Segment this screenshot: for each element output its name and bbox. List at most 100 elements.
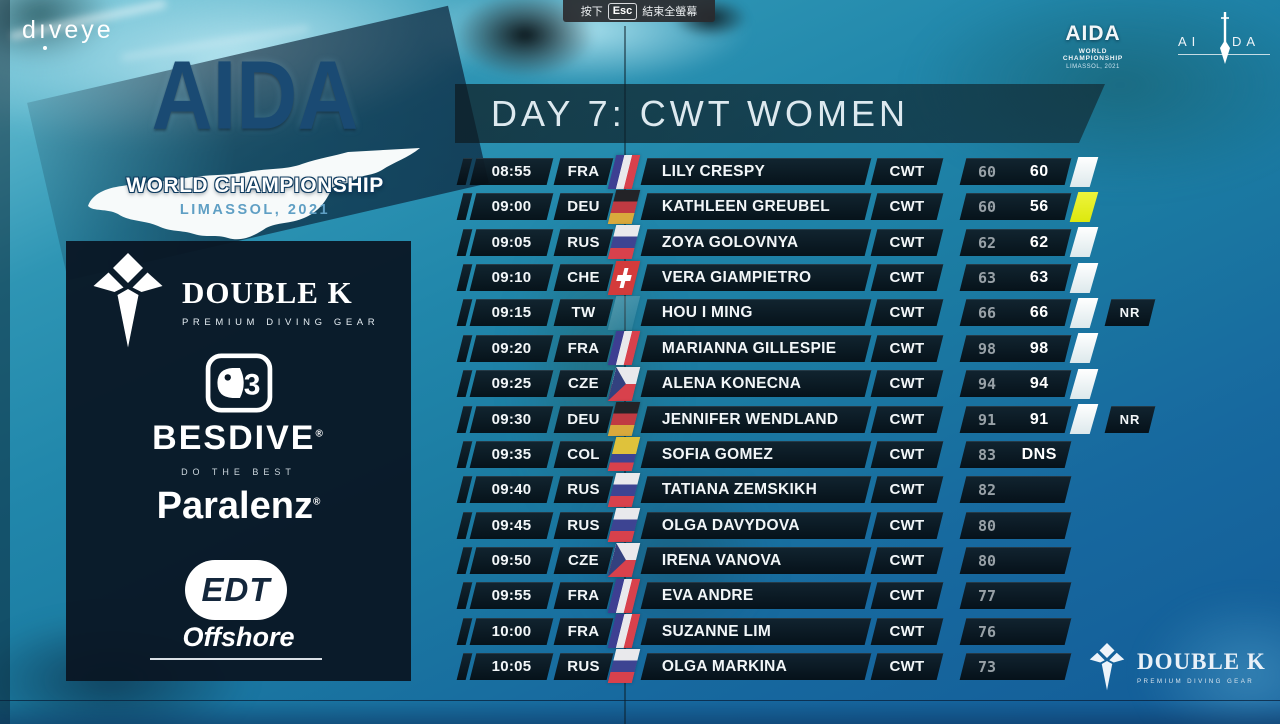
athlete-name: LILY CRESPY [640,158,872,185]
aida-dagger-icon [1220,12,1230,64]
start-time-label: 08:55 [491,163,532,180]
performance-numbers: 60 56 [959,193,1072,221]
country-code: DEU [553,405,614,433]
footer-double-k-logo: DOUBLE K PREMIUM DIVING GEAR [1086,643,1266,691]
country-code: RUS [553,228,614,256]
svg-text:3: 3 [244,368,261,401]
performance-numbers: 63 63 [959,264,1072,292]
mini-world-championship-text: WORLD CHAMPIONSHIP [1062,48,1124,62]
start-time: 09:50 [469,546,554,574]
announced-performance: 77 [978,586,997,605]
white-card-icon [1069,404,1099,434]
white-card-icon [1069,368,1099,399]
performance-numbers: 66 66 [959,299,1072,327]
besdive-text: BESDIVE [152,419,316,457]
start-time-label: 09:20 [491,339,532,357]
discipline: CWT [870,299,944,327]
announced-performance: 73 [978,657,997,676]
performance-numbers: 77 [959,582,1072,610]
athlete-name: OLGA DAVYDOVA [640,511,872,539]
athlete-name-label: VERA GIAMPIETRO [662,268,812,286]
discipline: CWT [870,652,944,680]
discipline-label: CWT [889,269,925,287]
discipline: CWT [870,405,944,433]
water-band [0,700,1280,724]
athlete-name: EVA ANDRE [640,582,872,610]
world-championship-text: WORLD CHAMPIONSHIP [126,174,384,197]
white-card-icon [1069,227,1099,258]
start-time: 09:05 [469,228,554,256]
start-time: 10:00 [469,617,554,645]
discipline-label: CWT [889,622,925,640]
athlete-name: SUZANNE LIM [640,617,872,645]
athlete-name-label: KATHLEEN GREUBEL [662,197,831,215]
start-time-label: 10:05 [491,657,532,675]
realized-performance: 60 [1030,162,1050,180]
fullscreen-exit-toast: 按下 Esc 結束全螢幕 [563,0,715,22]
athlete-name-label: LILY CRESPY [662,162,766,180]
nr-badge-label: NR [1119,411,1141,427]
white-card-icon [1069,333,1099,364]
athlete-name: HOU I MING [640,299,872,327]
aida-logo-text: AIDA [151,39,359,150]
double-k-name: DOUBLE K [182,274,353,310]
start-time: 09:35 [469,440,554,468]
paralenz-reg-mark: ® [312,496,321,508]
start-time: 10:05 [469,652,554,680]
announced-performance: 62 [978,233,997,252]
start-time-label: 09:25 [491,375,532,393]
performance-numbers: 83 DNS [959,440,1072,468]
announced-performance: 80 [978,516,997,534]
mini-aida-text: AIDA [1065,22,1121,45]
country-code: FRA [553,158,614,185]
page-title: DAY 7: CWT WOMEN [490,93,910,134]
discipline-label: CWT [889,198,925,216]
white-card-icon [1069,262,1099,293]
announced-performance: 76 [978,622,997,641]
start-time-label: 09:10 [491,269,532,287]
realized-performance: 63 [1030,268,1050,286]
diveye-rest: veye [48,16,114,44]
realized-performance: DNS [1022,445,1058,463]
athlete-name-label: JENNIFER WENDLAND [662,410,839,427]
sponsor-panel: DOUBLE K PREMIUM DIVING GEAR 3 BESDIVE® … [66,241,411,681]
athlete-name-label: OLGA DAVYDOVA [662,516,800,533]
country-code-label: RUS [567,657,600,675]
performance-numbers: 91 91 [959,405,1072,433]
country-code-label: CHE [567,269,600,287]
country-code-label: FRA [567,587,600,605]
announced-performance: 80 [978,551,997,570]
double-k-kite-icon [93,253,163,348]
country-code: CHE [553,264,614,292]
start-time-label: 09:40 [491,481,532,499]
realized-performance: 98 [1030,339,1050,357]
besdive-reg-mark: ® [315,428,325,440]
performance-numbers: 82 [959,476,1072,504]
emblem-letters-left: A I [1178,34,1197,49]
announced-performance: 98 [978,339,997,358]
country-code: FRA [553,582,614,610]
performance-numbers: 80 [959,511,1072,539]
country-code: CZE [553,370,614,398]
country-code-label: DEU [567,410,600,428]
yellow-card-icon [1069,191,1099,222]
paralenz-name: Paralenz® [66,485,411,528]
country-code: RUS [553,652,614,680]
realized-performance: 62 [1030,233,1050,251]
start-time-label: 10:00 [491,622,532,640]
frame-edge [0,0,10,724]
country-code-label: CZE [568,551,599,569]
performance-numbers: 94 94 [959,370,1072,398]
discipline: CWT [870,158,944,185]
start-time: 09:30 [469,405,554,433]
besdive-name: BESDIVE® [66,419,411,458]
discipline: CWT [870,228,944,256]
sponsor-double-k: DOUBLE K PREMIUM DIVING GEAR [84,253,394,349]
start-time: 09:20 [469,334,554,362]
athlete-name-label: ZOYA GOLOVNYA [662,233,799,251]
country-code-label: TW [571,304,596,322]
announced-performance: 94 [978,374,997,393]
footer-double-k-name: DOUBLE K [1137,649,1266,674]
start-time-label: 09:30 [491,410,532,428]
athlete-name-label: SUZANNE LIM [662,622,772,640]
